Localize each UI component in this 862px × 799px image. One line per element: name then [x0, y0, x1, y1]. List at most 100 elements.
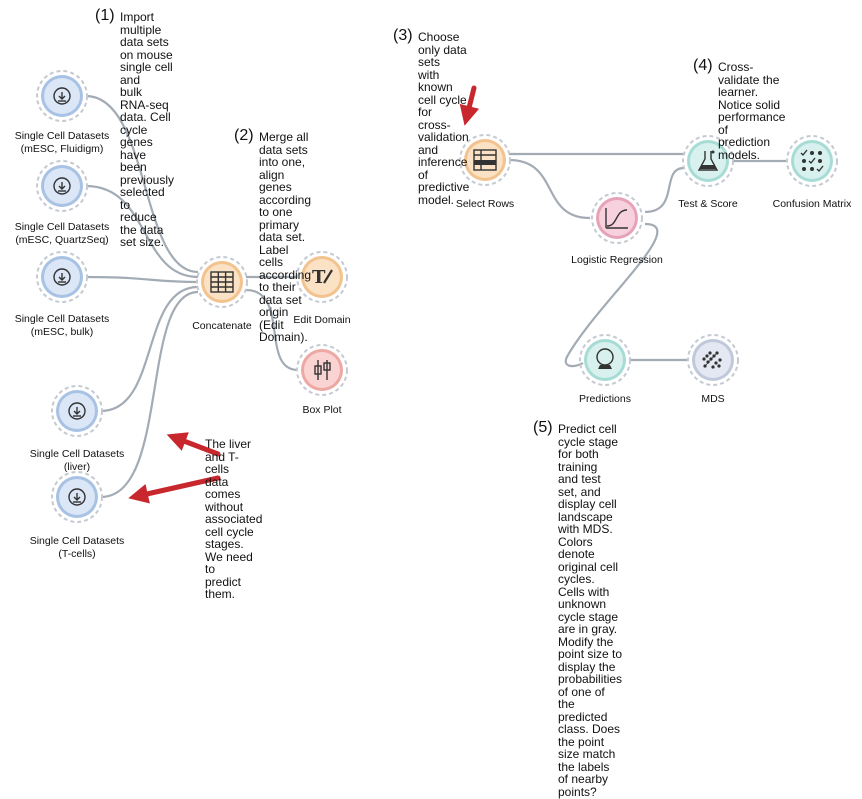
note-line: with MDS. Colors denote original cell	[558, 522, 619, 574]
predictions-widget[interactable]	[579, 334, 631, 386]
label-line: Box Plot	[302, 404, 342, 416]
sc1-widget[interactable]	[36, 70, 88, 122]
note-line: associated cell cycle	[205, 512, 263, 539]
note-line: prediction models.	[718, 135, 771, 162]
mds-scatter-icon	[702, 351, 722, 369]
confusion-matrix-label: Confusion Matrix	[742, 198, 862, 211]
select-rows-widget[interactable]	[459, 134, 511, 186]
download-icon	[68, 402, 86, 420]
box-plot-label: Box Plot	[252, 404, 392, 417]
note-line: Cross-validate the	[718, 60, 780, 87]
arrow-to-liver	[166, 432, 221, 457]
concatenate-widget[interactable]	[196, 256, 248, 308]
link-select-rows-logistic[interactable]	[508, 158, 591, 220]
label-line: Predictions	[579, 393, 631, 405]
label-line: (mESC, QuartzSeq)	[15, 234, 109, 246]
note-line: cycles. Cells with unknown cycle stage	[558, 572, 619, 624]
sc4-label: Single Cell Datasets (liver)	[7, 448, 147, 474]
note-line: model.	[418, 192, 455, 207]
link-logistic-predictions[interactable]	[564, 222, 659, 368]
concatenate-label: Concatenate	[152, 320, 292, 333]
note-line: data comes without	[205, 474, 244, 514]
note-line: display the probabilities of one of the	[558, 659, 623, 711]
box-plot-widget[interactable]	[296, 344, 348, 396]
edit-domain-icon: T	[312, 267, 333, 288]
sc2-widget[interactable]	[36, 160, 88, 212]
annotation-arrows	[128, 85, 480, 504]
label-line: Single Cell Datasets	[14, 221, 110, 233]
label-line: Single Cell Datasets	[14, 313, 110, 325]
predictions-label: Predictions	[535, 393, 675, 406]
confusion-matrix-widget[interactable]	[786, 135, 838, 187]
note-line: previously selected to	[120, 172, 175, 212]
test-score-label: Test & Score	[638, 198, 778, 211]
link-sc5-concatenate[interactable]	[100, 290, 199, 499]
note-line: to their data set origin	[259, 280, 302, 319]
download-icon	[68, 488, 86, 506]
label-line: Single Cell Datasets	[14, 130, 110, 142]
note-line: with known cell cycle for	[418, 67, 467, 119]
note-line: reduce the data set size.	[120, 210, 165, 249]
note-line: stages. We need to	[205, 537, 253, 576]
label-line: Test & Score	[678, 198, 738, 210]
note-line: cross-validation and	[418, 117, 469, 157]
label-line: Single Cell Datasets	[29, 448, 125, 460]
note-line: performance of	[718, 110, 786, 137]
label-line: (mESC, bulk)	[30, 326, 94, 338]
flask-icon	[697, 150, 719, 171]
download-icon	[53, 268, 71, 286]
crystal-ball-icon	[596, 348, 614, 369]
note-line: and test set, and display cell landscape	[558, 472, 617, 524]
link-sc4-concatenate[interactable]	[100, 285, 199, 413]
label-line: Single Cell Datasets	[29, 535, 125, 547]
label-line: (mESC, Fluidigm)	[20, 143, 104, 155]
arrow-to-tcells	[128, 475, 221, 504]
download-icon	[53, 177, 71, 195]
link-concatenate-box-plot[interactable]	[245, 288, 299, 372]
logistic-regression-label: Logistic Regression	[547, 254, 687, 267]
label-line: Select Rows	[455, 198, 515, 210]
sc5-widget[interactable]	[51, 471, 103, 523]
sc3-widget[interactable]	[36, 251, 88, 303]
link-sc3-concatenate[interactable]	[85, 275, 199, 284]
note-line: according to one	[259, 192, 312, 219]
note-line: primary data set.	[259, 217, 306, 244]
test-score-widget[interactable]	[682, 135, 734, 187]
sc4-widget[interactable]	[51, 385, 103, 437]
note-number: (5)	[533, 419, 553, 436]
note-line: Predict cell cycle stage for both traini…	[558, 422, 619, 474]
label-line: Confusion Matrix	[772, 198, 852, 210]
concatenate-icon	[210, 271, 234, 293]
sc2-label: Single Cell Datasets (mESC, QuartzSeq)	[0, 221, 132, 247]
note-number: (2)	[234, 127, 254, 144]
confusion-matrix-icon	[800, 149, 824, 173]
logistic-regression-widget[interactable]	[591, 192, 643, 244]
note-line: the labels of nearby points?	[558, 759, 610, 799]
note-line: into one, align genes	[259, 155, 306, 194]
label-line: Edit Domain	[293, 314, 351, 326]
note-line: predict them.	[205, 574, 242, 601]
sigmoid-icon	[605, 208, 628, 229]
label-line: (T-cells)	[58, 548, 96, 560]
link-sc1-concatenate[interactable]	[85, 94, 199, 274]
download-icon	[53, 87, 71, 105]
label-line: (liver)	[63, 461, 91, 473]
svg-text:T: T	[312, 267, 326, 288]
arrow-to-select-rows	[459, 85, 480, 126]
label-line: MDS	[701, 393, 725, 405]
note-line: learner. Notice solid	[718, 85, 781, 112]
note-number: (3)	[393, 27, 413, 44]
link-sc2-concatenate[interactable]	[85, 184, 199, 279]
select-rows-icon	[473, 149, 497, 171]
edit-domain-label: Edit Domain	[252, 314, 392, 327]
mds-label: MDS	[643, 393, 783, 406]
note-line: (Edit Domain).	[259, 317, 308, 344]
mds-widget[interactable]	[687, 334, 739, 386]
box-plot-icon	[314, 360, 331, 380]
note-line: inference of predictive	[418, 155, 470, 194]
note-line: cycle genes have been	[120, 122, 153, 174]
link-logistic-test-score[interactable]	[644, 166, 685, 214]
edit-domain-widget[interactable]: T	[296, 251, 348, 303]
note-line: predicted class. Does the point size mat…	[558, 709, 621, 761]
sc3-label: Single Cell Datasets (mESC, bulk)	[0, 313, 132, 339]
